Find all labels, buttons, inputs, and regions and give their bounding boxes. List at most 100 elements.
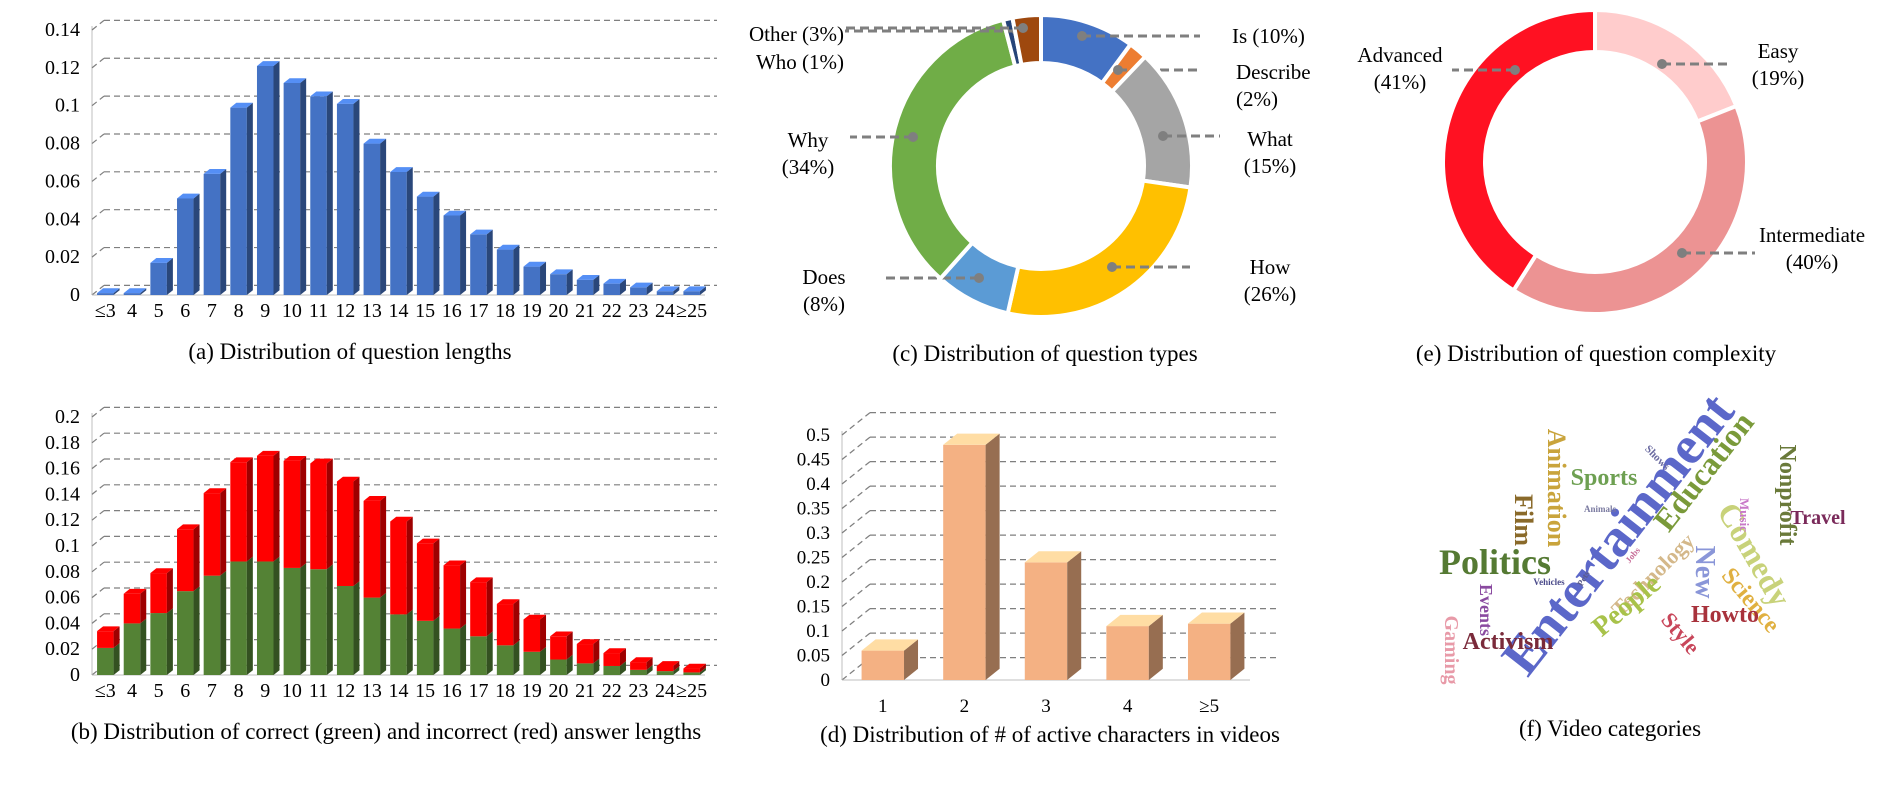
chart-question-types: Is (10%) Describe (2%) What (15%) How (26%) Doe… <box>749 12 1311 319</box>
bar <box>656 665 674 672</box>
grid-diagonal <box>91 432 105 444</box>
bar-side <box>406 609 413 675</box>
bar <box>310 569 327 675</box>
bar <box>523 651 541 675</box>
caption-b: (b) Distribution of correct (green) and … <box>71 719 701 744</box>
bar-side <box>486 229 493 295</box>
bar <box>310 96 327 295</box>
grid-diagonal <box>91 613 105 624</box>
bar <box>230 561 247 675</box>
bar-top <box>861 639 919 651</box>
grid-diagonal <box>841 461 871 485</box>
bar-side <box>193 524 200 592</box>
bar <box>150 573 167 614</box>
bar-side <box>300 456 307 568</box>
bar-side <box>113 288 120 295</box>
bar <box>177 591 194 675</box>
bar-top <box>656 661 680 666</box>
y-tick-label: 0.35 <box>797 499 830 520</box>
slice-label: Describe <box>1236 60 1311 84</box>
bar-top <box>443 560 467 566</box>
y-tick-label: 0.02 <box>45 638 80 660</box>
bar-side <box>619 661 626 675</box>
bar <box>576 663 594 675</box>
bar <box>97 647 114 675</box>
bar <box>203 575 221 675</box>
x-tick-label: 17 <box>468 680 488 702</box>
x-tick-label: 23 <box>628 300 648 322</box>
wordcloud-word: Animation <box>1542 429 1571 548</box>
bar-side <box>220 169 227 295</box>
y-tick-label: 0.12 <box>45 509 80 531</box>
x-tick-label: 17 <box>468 300 488 322</box>
bar <box>230 107 247 295</box>
bar-side <box>406 167 413 295</box>
x-tick-label: ≤3 <box>95 680 116 702</box>
bar <box>177 529 194 592</box>
bar <box>390 171 407 295</box>
slice-label: (40%) <box>1786 250 1838 274</box>
bar <box>470 234 487 295</box>
bar-top <box>630 657 653 663</box>
grid-diagonal <box>841 583 871 607</box>
bar-side <box>246 102 253 295</box>
bar <box>1106 626 1149 680</box>
bar-side <box>273 61 280 295</box>
bar <box>97 293 114 295</box>
bar-top <box>470 229 493 235</box>
bar-side <box>619 278 626 295</box>
bar-side <box>166 258 173 295</box>
caption-a: (a) Distribution of question lengths <box>188 339 511 364</box>
bar-side <box>140 618 147 675</box>
y-tick-label: 0.1 <box>806 621 830 642</box>
grid-diagonal <box>841 436 871 460</box>
bar-side <box>353 476 360 586</box>
bar-top <box>230 102 253 108</box>
y-tick-label: 0.2 <box>806 572 830 593</box>
bar <box>576 644 594 664</box>
bar <box>416 196 434 295</box>
x-tick-label: 1 <box>878 696 888 717</box>
y-tick-label: 0.15 <box>797 597 830 618</box>
slice-label: (34%) <box>782 155 834 179</box>
slice-label: Is (10%) <box>1232 24 1305 48</box>
bar <box>123 623 141 675</box>
bar <box>683 668 700 673</box>
y-tick-label: 0.06 <box>45 170 80 192</box>
y-tick-label: 0.08 <box>45 561 80 583</box>
grid-diagonal <box>841 608 871 632</box>
bar-side <box>380 138 387 295</box>
bar-side <box>540 614 547 652</box>
bar-side <box>513 244 520 295</box>
x-tick-label: ≥25 <box>676 300 707 322</box>
bar-top <box>256 61 280 66</box>
x-tick-label: 4 <box>127 300 137 322</box>
x-tick-label: 8 <box>234 680 244 702</box>
x-tick-label: 5 <box>154 680 164 702</box>
slice-label: (15%) <box>1244 154 1296 178</box>
y-tick-label: 0.05 <box>797 646 830 667</box>
chart-question-complexity: Easy (19%) Intermediate (40%) Advanced (41%) <box>1357 7 1865 316</box>
slice-label: What <box>1247 127 1293 151</box>
bar-side <box>699 663 706 673</box>
bar-top <box>363 496 387 501</box>
wordcloud-word: Nonprofit <box>1774 445 1800 546</box>
bar-top <box>390 516 413 522</box>
bar <box>336 481 354 586</box>
x-tick-label: ≥5 <box>1199 696 1219 717</box>
y-tick-label: 0.18 <box>45 432 80 454</box>
bar-top <box>1024 551 1082 563</box>
bar-top <box>496 244 520 250</box>
y-tick-label: 0 <box>70 664 80 686</box>
bar-side <box>619 648 626 666</box>
grid-diagonal <box>91 57 105 69</box>
slice-label: (26%) <box>1244 282 1296 306</box>
bar-top <box>550 631 573 637</box>
bar-top <box>1106 614 1163 627</box>
bar-side <box>220 488 227 576</box>
bar-side <box>1230 612 1245 680</box>
bar-top <box>576 639 600 645</box>
bar-side <box>673 666 680 675</box>
slice-label: (2%) <box>1236 87 1278 111</box>
bar-top <box>683 286 706 292</box>
